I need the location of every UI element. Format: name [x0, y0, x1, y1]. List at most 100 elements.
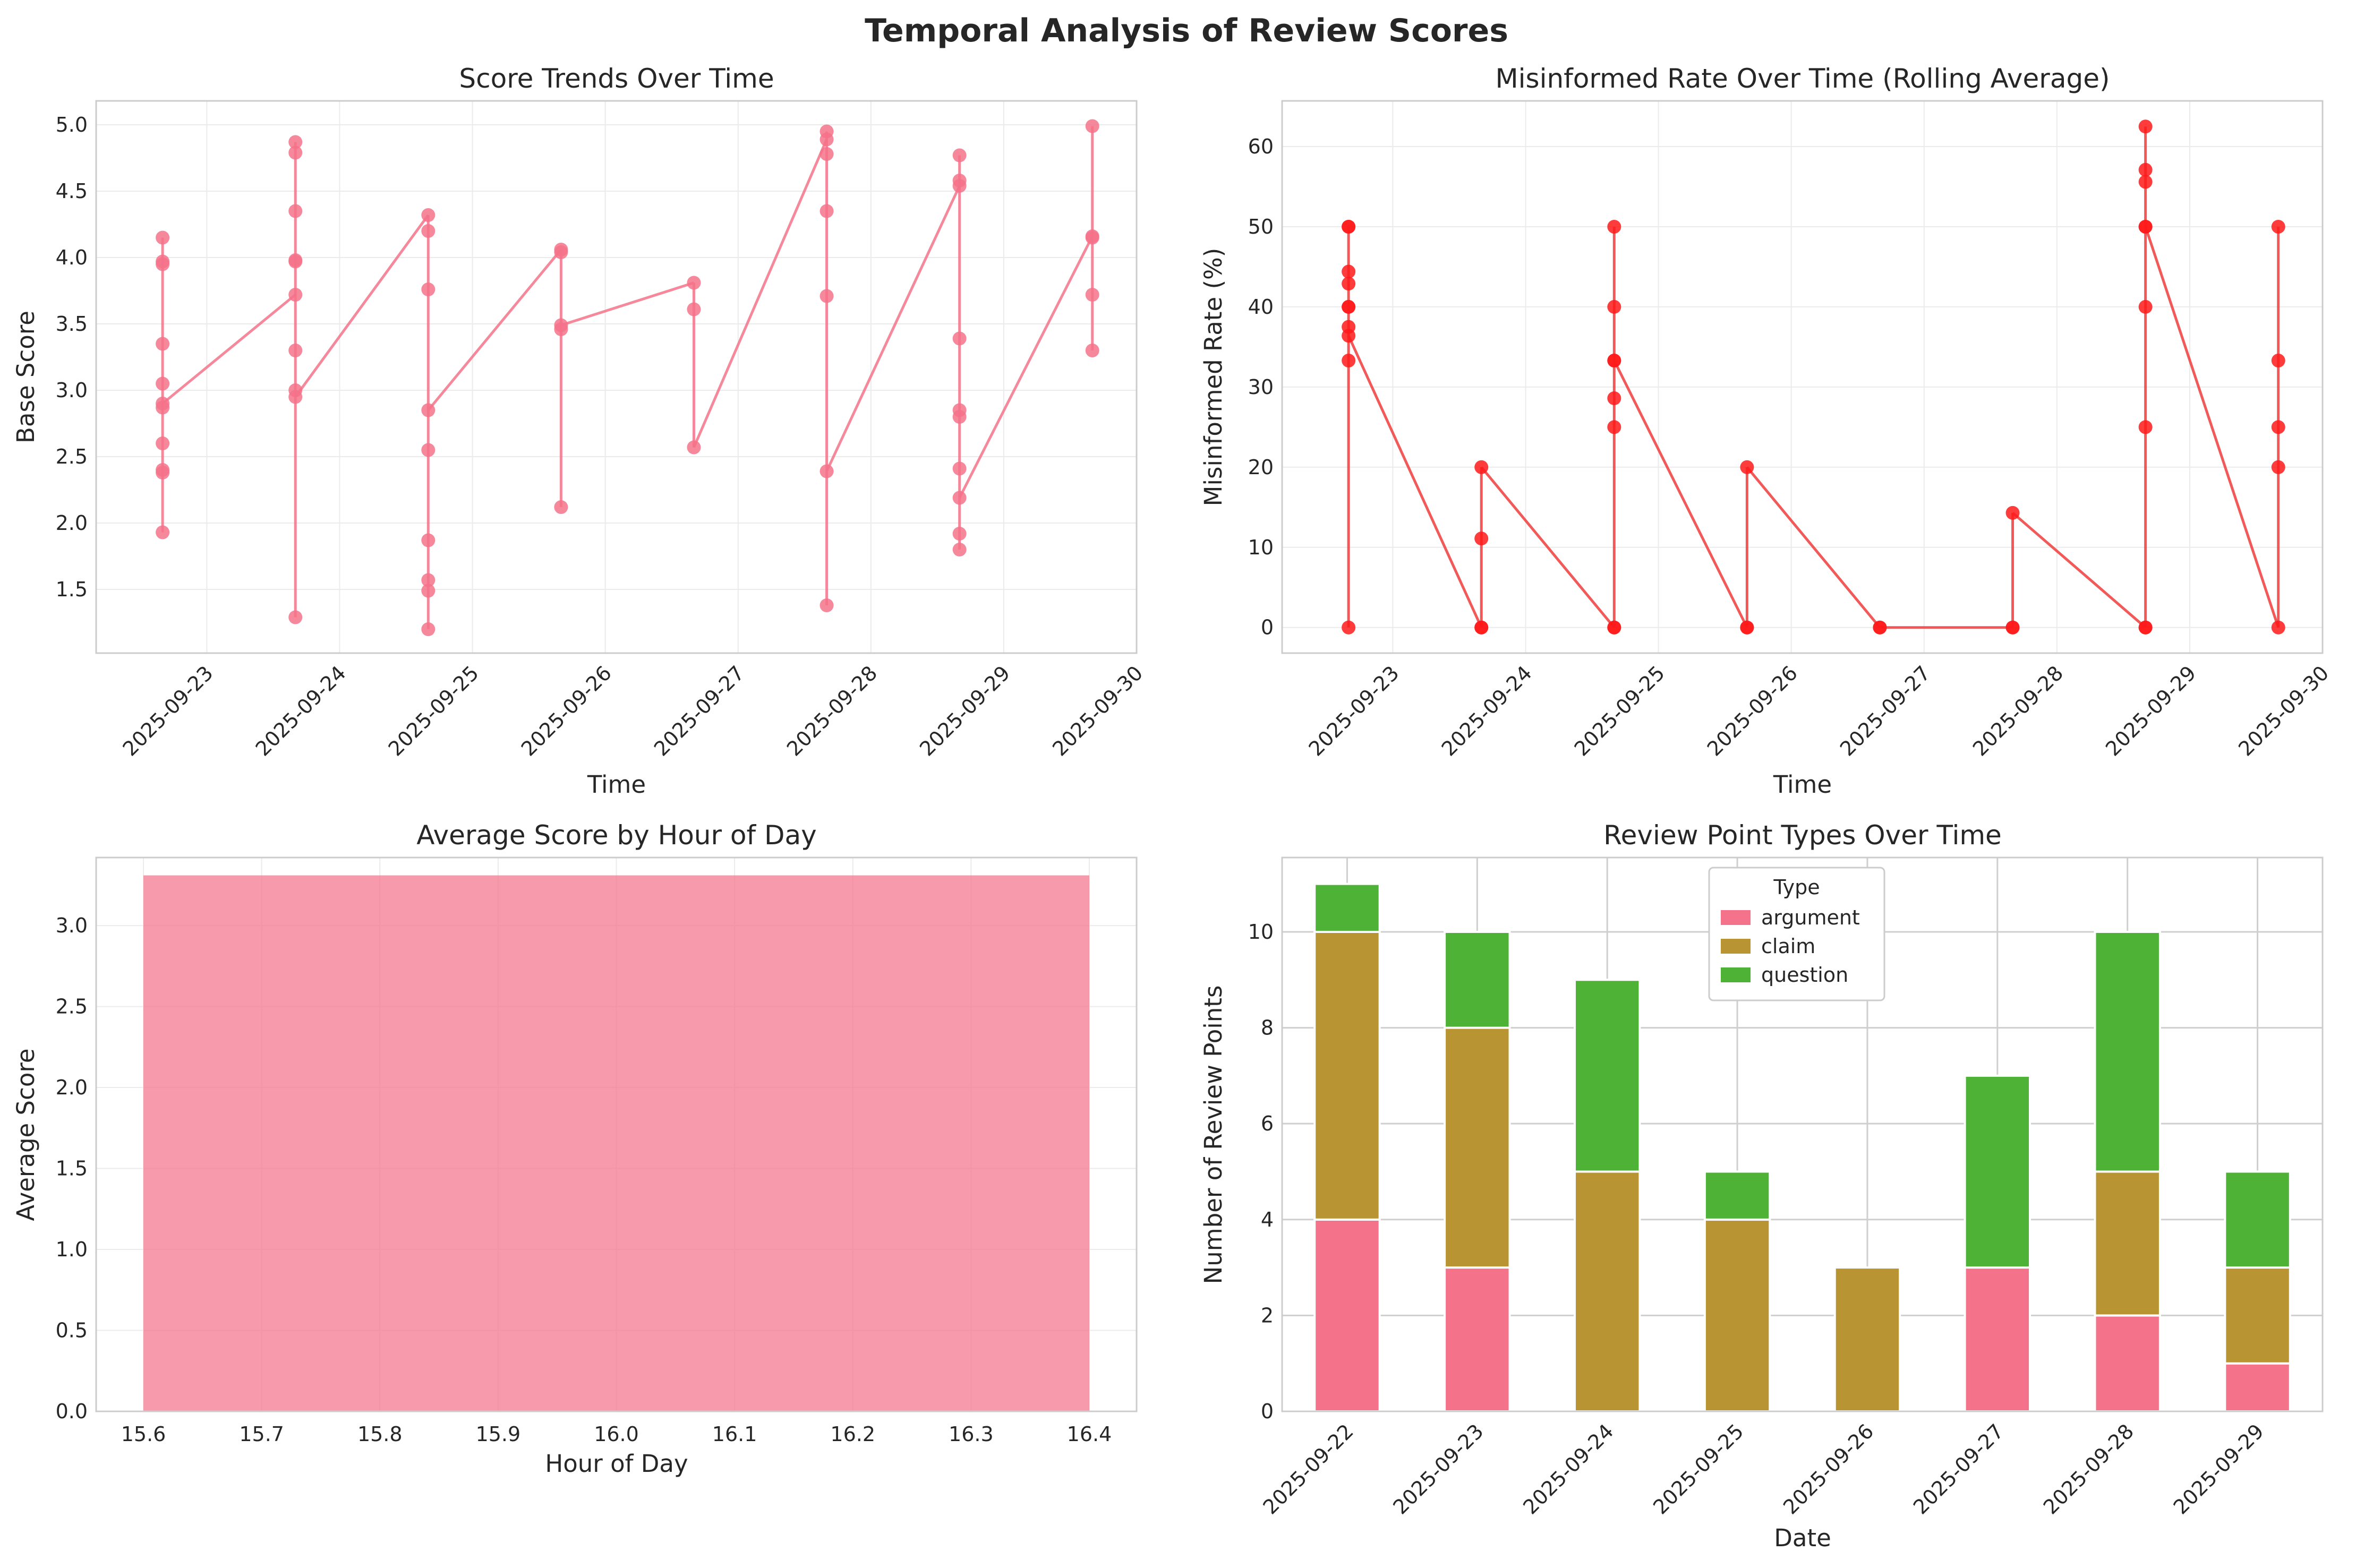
x-axis-label: Time [587, 770, 646, 799]
data-point [156, 337, 170, 351]
data-point [1085, 119, 1099, 133]
x-tick-label: 2025-09-28 [782, 661, 882, 760]
x-tick-label: 2025-09-23 [118, 661, 217, 760]
bar-segment-claim [1703, 1218, 1771, 1412]
data-point [820, 204, 834, 218]
x-tick-label: 2025-09-27 [650, 661, 749, 760]
y-tick-label: 1.5 [56, 1157, 88, 1180]
data-point [288, 288, 303, 302]
data-point [2271, 460, 2285, 474]
bar-segment-question [2094, 930, 2161, 1173]
x-tick-label: 15.7 [239, 1423, 284, 1446]
x-axis-label: Date [1774, 1524, 1831, 1552]
data-point [1474, 620, 1489, 635]
misinformed-rate-chart: Misinformed Rate Over Time (Rolling Aver… [1199, 63, 2333, 799]
data-point [421, 224, 436, 238]
data-point [156, 230, 170, 245]
data-point [156, 466, 170, 479]
bar-segment-claim [2224, 1266, 2291, 1365]
x-tick-label: 2025-09-23 [1304, 661, 1403, 760]
bar-segment-argument [2094, 1314, 2161, 1413]
data-point [1740, 460, 1754, 474]
series-line [161, 139, 1094, 499]
y-axis-label: Misinformed Rate (%) [1199, 248, 1227, 507]
data-point [1342, 219, 1356, 234]
chart-title: Misinformed Rate Over Time (Rolling Aver… [1495, 63, 2110, 94]
legend-swatch-argument [1721, 910, 1751, 925]
x-tick-label: 2025-09-25 [1570, 661, 1669, 760]
data-point [421, 443, 436, 457]
y-tick-label: 0.0 [56, 1400, 88, 1423]
data-point [156, 436, 170, 450]
data-point [554, 500, 568, 514]
data-point [1474, 532, 1489, 546]
x-tick-label: 2025-09-29 [2101, 661, 2200, 760]
data-point [820, 464, 834, 478]
legend-title: Type [1773, 876, 1820, 899]
y-tick-label: 50 [1248, 215, 1274, 238]
plot-frame [95, 100, 1138, 654]
review-point-types-chart: Review Point Types Over Time 2025-09-22 2… [1199, 820, 2324, 1552]
x-tick-label: 2025-09-27 [1909, 1419, 2008, 1519]
y-tick-labels: 1.5 2.0 2.5 3.0 3.5 4.0 4.5 5.0 [56, 113, 88, 601]
x-axis-label: Hour of Day [545, 1450, 688, 1478]
data-point [1342, 299, 1356, 314]
x-tick-labels: 2025-09-23 2025-09-24 2025-09-25 2025-09-26… [1304, 661, 2333, 760]
y-tick-label: 1.5 [56, 578, 88, 601]
x-tick-label: 15.6 [121, 1423, 166, 1446]
y-tick-label: 2.5 [56, 995, 88, 1018]
x-tick-labels: 15.6 15.7 15.8 15.9 16.0 16.1 16.2 16.3 16.4 [121, 1423, 1112, 1446]
chart-title: Review Point Types Over Time [1603, 820, 2002, 851]
y-tick-label: 4.5 [56, 179, 88, 203]
data-point [1873, 620, 1887, 635]
legend-swatch-question [1721, 967, 1751, 982]
x-tick-label: 16.2 [830, 1423, 875, 1446]
x-tick-label: 16.0 [594, 1423, 639, 1446]
x-tick-label: 2025-09-29 [2169, 1419, 2268, 1519]
stacked-bars [1313, 882, 2291, 1413]
x-tick-labels: 2025-09-22 2025-09-23 2025-09-24 2025-09-25… [1259, 1419, 2268, 1519]
y-tick-label: 4.0 [56, 246, 88, 269]
bar-segment-claim [2094, 1170, 2161, 1317]
legend-swatch-claim [1721, 939, 1751, 954]
y-tick-label: 60 [1248, 135, 1274, 158]
x-tick-label: 15.9 [476, 1423, 521, 1446]
gridlines [1282, 101, 2323, 653]
y-tick-label: 10 [1248, 920, 1274, 944]
bar-segment-question [1964, 1074, 2031, 1269]
y-tick-labels: 0 10 20 30 40 50 60 [1248, 135, 1274, 639]
x-tick-label: 2025-09-25 [384, 661, 483, 760]
data-point [952, 331, 967, 346]
data-point [952, 461, 967, 476]
bar-segment-claim [1573, 1170, 1641, 1412]
bar-segment-argument [1964, 1266, 2031, 1412]
x-tick-label: 2025-09-26 [1779, 1419, 1878, 1519]
data-point [288, 344, 303, 357]
x-tick-label: 2025-09-22 [1259, 1419, 1358, 1519]
legend-box [1708, 867, 1885, 1001]
y-tick-label: 2 [1261, 1304, 1274, 1327]
bars [143, 875, 1089, 1411]
x-tick-label: 2025-09-24 [1518, 1419, 1618, 1519]
x-tick-labels: 2025-09-23 2025-09-24 2025-09-25 2025-09-26… [118, 661, 1147, 760]
bar-segment-question [2224, 1170, 2291, 1269]
data-point [1085, 230, 1099, 245]
data-point [687, 302, 701, 316]
y-tick-label: 5.0 [56, 113, 88, 136]
y-tick-label: 6 [1261, 1112, 1274, 1135]
data-point [288, 145, 303, 160]
y-axis-label: Base Score [12, 311, 40, 443]
x-tick-label: 2025-09-27 [1836, 661, 1935, 760]
x-tick-label: 15.8 [357, 1423, 403, 1446]
chart-title: Score Trends Over Time [459, 63, 774, 94]
bar-segment-question [1444, 930, 1511, 1029]
hour-of-day-chart: Average Score by Hour of Day 15.6 15.7 15.… [12, 820, 1138, 1478]
data-point [1342, 329, 1356, 343]
data-point [421, 282, 436, 296]
y-tick-label: 10 [1248, 536, 1274, 559]
data-point [952, 410, 967, 424]
data-point [687, 276, 701, 290]
data-point [2138, 175, 2153, 189]
data-point [2271, 420, 2285, 434]
